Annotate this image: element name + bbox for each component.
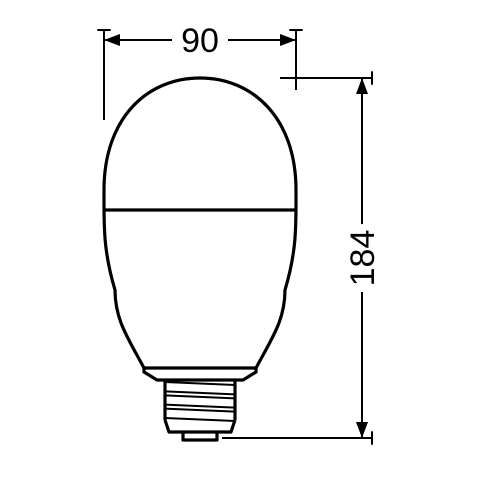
- dim-height-arrow-bottom: [356, 422, 368, 438]
- thread-line: [165, 395, 235, 398]
- dim-width-arrow-left: [104, 34, 120, 46]
- neck-shoulder: [144, 368, 256, 380]
- thread-line: [165, 409, 235, 412]
- thread-line: [165, 391, 235, 394]
- dim-width-label: 90: [181, 22, 219, 60]
- thread-line: [165, 418, 235, 421]
- dim-height-arrow-top: [356, 78, 368, 94]
- bulb-outline: [104, 78, 296, 368]
- dim-height-label: 184: [344, 230, 382, 287]
- thread-line: [165, 382, 235, 385]
- dim-width-arrow-right: [280, 34, 296, 46]
- base-plate: [165, 420, 235, 432]
- thread-line: [165, 405, 235, 408]
